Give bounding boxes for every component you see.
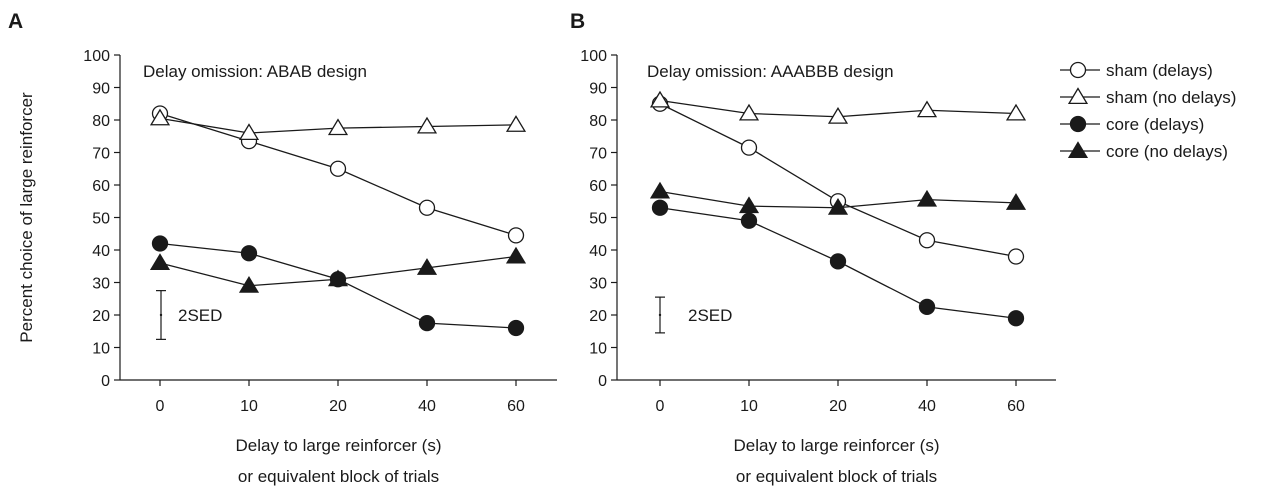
x-tick-label: 60 <box>507 398 525 415</box>
data-point <box>916 100 938 118</box>
data-point <box>149 108 171 126</box>
data-point <box>649 90 671 108</box>
data-point <box>418 314 436 332</box>
panel-letter: B <box>570 10 585 33</box>
data-point <box>507 319 525 337</box>
data-point <box>738 103 760 121</box>
y-tick-label: 50 <box>92 211 110 228</box>
data-point <box>505 115 527 132</box>
x-tick-label: 10 <box>240 398 258 415</box>
data-point <box>149 253 171 271</box>
x-tick-label: 0 <box>656 398 665 415</box>
y-tick-label: 80 <box>589 113 607 130</box>
data-point <box>327 118 349 136</box>
y-tick-label: 30 <box>589 276 607 293</box>
x-tick-label: 60 <box>1007 398 1025 415</box>
data-point <box>416 258 438 275</box>
data-point <box>740 139 758 156</box>
y-tick-label: 90 <box>589 81 607 98</box>
y-tick-label: 70 <box>589 146 607 163</box>
legend-label: sham (delays) <box>1106 61 1213 80</box>
data-point <box>1007 248 1025 265</box>
plot-title: Delay omission: ABAB design <box>143 62 367 81</box>
data-point <box>827 197 849 215</box>
data-point <box>238 275 260 293</box>
panel-letter: A <box>8 10 23 33</box>
y-tick-label: 80 <box>92 113 110 130</box>
y-tick-label: 50 <box>589 211 607 228</box>
x-tick-label: 10 <box>740 398 758 415</box>
plot-title: Delay omission: AAABBB design <box>647 62 894 81</box>
y-tick-label: 60 <box>589 178 607 195</box>
error-bar-label: 2SED <box>688 306 732 325</box>
y-tick-label: 10 <box>92 341 110 358</box>
legend-label: core (no delays) <box>1106 142 1228 161</box>
y-tick-label: 10 <box>589 341 607 358</box>
data-point <box>651 199 669 216</box>
x-tick-label: 20 <box>829 398 847 415</box>
data-point <box>329 160 347 177</box>
data-point <box>738 196 760 214</box>
error-bar-center <box>658 313 662 317</box>
x-tick-label: 20 <box>329 398 347 415</box>
series-line <box>659 103 1017 258</box>
legend-marker <box>1069 61 1087 79</box>
data-point <box>505 246 527 264</box>
y-tick-label: 40 <box>589 243 607 260</box>
panel-b-chart: B 0 10 20 30 40 50 60 70 80 90 100 0 10 20 40 60 Delay to… <box>570 10 1056 486</box>
data-point <box>1005 193 1027 210</box>
y-tick-label: 100 <box>580 48 607 65</box>
x-tick-label: 0 <box>156 398 165 415</box>
data-point <box>740 212 758 229</box>
data-point <box>1005 103 1027 121</box>
y-tick-label: 30 <box>92 276 110 293</box>
y-tick-label: 0 <box>598 373 607 390</box>
x-axis-label: or equivalent block of trials <box>736 467 937 486</box>
y-tick-label: 100 <box>83 48 110 65</box>
legend-label: sham (no delays) <box>1106 88 1236 107</box>
y-tick-label: 60 <box>92 178 110 195</box>
data-point <box>151 235 169 252</box>
data-point <box>507 227 525 244</box>
y-tick-label: 20 <box>589 308 607 325</box>
data-point <box>1007 310 1025 327</box>
legend: sham (delays) sham (no delays) core (delay… <box>1060 61 1236 161</box>
x-axis-label: or equivalent block of trials <box>238 467 439 486</box>
legend-marker <box>1069 115 1087 133</box>
y-tick-label: 40 <box>92 243 110 260</box>
data-point <box>827 106 849 124</box>
data-point <box>918 298 936 316</box>
data-point <box>418 199 436 216</box>
data-point <box>829 253 847 270</box>
y-tick-label: 90 <box>92 81 110 98</box>
data-point <box>327 269 349 287</box>
error-bar-center <box>159 313 163 317</box>
x-tick-label: 40 <box>918 398 936 415</box>
x-tick-label: 40 <box>418 398 436 415</box>
data-point <box>238 123 260 141</box>
x-axis-label: Delay to large reinforcer (s) <box>236 436 442 455</box>
legend-marker <box>1067 141 1089 159</box>
data-point <box>649 181 671 199</box>
data-point <box>240 245 258 262</box>
panel-a-chart: A 0 10 20 30 40 50 60 70 80 90 100 0 10 20 40 60 Delay to… <box>8 10 557 486</box>
legend-label: core (delays) <box>1106 115 1204 134</box>
y-tick-label: 20 <box>92 308 110 325</box>
data-point <box>918 232 936 249</box>
error-bar-label: 2SED <box>178 306 222 325</box>
data-point <box>916 189 938 207</box>
x-axis-label: Delay to large reinforcer (s) <box>734 436 940 455</box>
legend-marker <box>1067 87 1089 105</box>
y-tick-label: 70 <box>92 146 110 163</box>
y-tick-label: 0 <box>101 373 110 390</box>
y-axis-label: Percent choice of large reinforcer <box>17 92 36 343</box>
data-point <box>416 116 438 134</box>
